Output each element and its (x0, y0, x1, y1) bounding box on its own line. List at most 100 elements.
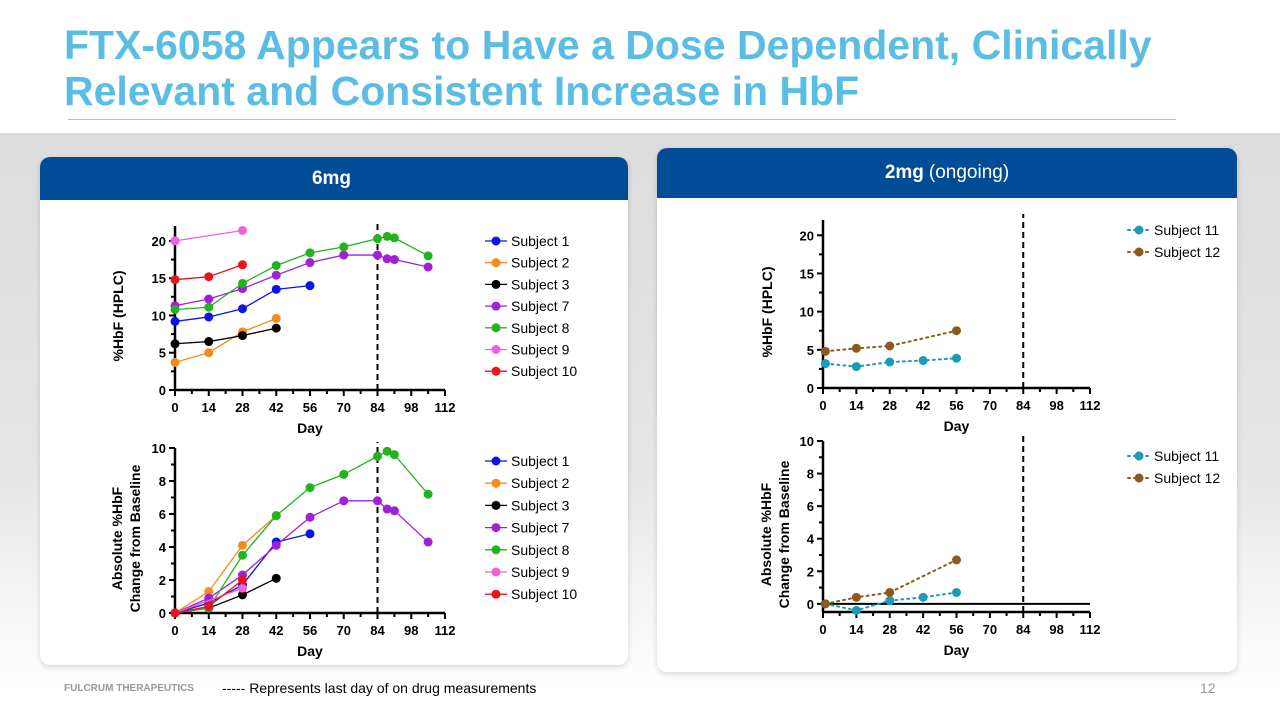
data-point (373, 250, 382, 260)
legend-label: Subject 9 (511, 342, 570, 358)
x-tick-label: 42 (916, 622, 930, 637)
x-tick-label: 56 (949, 622, 963, 637)
data-point (170, 275, 180, 285)
panel-2mg-title: 2mg (884, 162, 924, 183)
x-tick-label: 98 (1049, 622, 1063, 637)
x-tick-label: 112 (435, 400, 456, 415)
x-tick-label: 14 (202, 400, 217, 415)
data-point (238, 575, 247, 585)
x-tick-label: 42 (269, 623, 283, 638)
x-tick-label: 0 (819, 398, 826, 413)
legend-item: Subject 10 (485, 586, 577, 602)
y-axis-label: %HbF (HPLC) (759, 267, 775, 358)
data-point (373, 234, 382, 244)
legend-marker (491, 258, 501, 268)
x-tick-label: 70 (337, 623, 351, 638)
series-subject-7 (170, 496, 433, 618)
legend-item: Subject 9 (485, 564, 570, 580)
legend-marker (491, 478, 501, 488)
legend-item: Subject 12 (1127, 470, 1220, 486)
page-number: 12 (1200, 680, 1216, 696)
legend-marker (491, 523, 501, 533)
data-point (204, 587, 214, 597)
company-brand: FULCRUM THERAPEUTICS (64, 683, 194, 694)
series-subject-2 (170, 313, 281, 367)
series-line (174, 587, 243, 614)
legend-marker (491, 500, 501, 510)
y-tick-label: 10 (800, 434, 814, 449)
chart-0: 0 14 28 42 56 70 84 98 112 0 5 10 15 20 Day %HbF (HPLC)… (110, 220, 577, 436)
y-tick-label: 2 (159, 573, 166, 588)
data-point (271, 573, 281, 583)
data-point (389, 233, 399, 243)
series-line (824, 329, 958, 353)
data-point (305, 529, 315, 539)
data-point (271, 270, 281, 280)
data-point (851, 362, 861, 372)
chart-3: 0 14 28 42 56 70 84 98 112 0 2 4 6 8 10 Day Absolute %Hb… (758, 434, 1220, 658)
y-tick-label: 0 (807, 597, 814, 612)
series-subject-1 (170, 281, 315, 326)
data-point (885, 341, 895, 351)
x-tick-label: 84 (1016, 622, 1031, 637)
data-point (382, 446, 392, 456)
legend-item: Subject 11 (1127, 448, 1219, 464)
panel-6mg-header: 6mg (40, 157, 628, 200)
legend-label: Subject 8 (511, 542, 570, 558)
data-point (271, 261, 281, 271)
data-point (373, 451, 382, 461)
data-point (339, 242, 349, 252)
legend-label: Subject 10 (511, 586, 577, 602)
x-tick-label: 42 (916, 398, 930, 413)
y-tick-label: 10 (152, 308, 166, 323)
data-point (305, 512, 315, 522)
x-axis-label: Day (944, 418, 970, 434)
chart-1: 0 14 28 42 56 70 84 98 112 0 2 4 6 8 10 Day Absolute %Hb… (109, 441, 577, 659)
data-point (423, 251, 433, 261)
data-point (885, 596, 895, 606)
y-tick-label: 8 (159, 474, 166, 489)
x-tick-label: 112 (1080, 622, 1101, 637)
y-axis-label: Absolute %HbF (758, 482, 774, 586)
y-tick-label: 5 (807, 343, 814, 358)
x-tick-label: 14 (202, 623, 217, 638)
data-point (271, 284, 281, 294)
data-point (389, 255, 399, 265)
data-point (238, 590, 247, 600)
x-tick-label: 56 (303, 623, 317, 638)
y-tick-label: 20 (800, 228, 814, 243)
data-point (238, 331, 247, 341)
data-point (339, 469, 349, 479)
data-point (204, 294, 214, 304)
x-tick-label: 28 (883, 398, 897, 413)
data-point (271, 511, 281, 521)
legend-item: Subject 9 (485, 342, 570, 358)
data-point (423, 537, 433, 547)
data-point (238, 260, 247, 270)
series-line (174, 515, 277, 614)
legend-marker (491, 236, 501, 246)
x-tick-label: 112 (435, 623, 456, 638)
data-point (305, 248, 315, 258)
series-line (174, 450, 429, 614)
series-line (174, 327, 277, 345)
data-point (238, 540, 247, 550)
legend-item: Subject 3 (485, 497, 570, 513)
legend-marker (1134, 225, 1144, 235)
data-point (238, 583, 247, 593)
data-point (918, 592, 928, 602)
x-tick-label: 84 (1016, 398, 1031, 413)
legend-marker (491, 456, 501, 466)
legend-marker (491, 567, 501, 577)
data-point (885, 357, 895, 367)
series-subject-8 (170, 231, 433, 314)
legend-item: Subject 2 (485, 255, 570, 271)
data-point (820, 599, 830, 609)
y-axis-label: Change from Baseline (776, 460, 792, 608)
data-point (170, 316, 180, 326)
y-axis-label: %HbF (HPLC) (110, 271, 126, 362)
legend-item: Subject 3 (485, 276, 570, 292)
footnote: ----- Represents last day of on drug mea… (222, 680, 537, 696)
legend-marker (491, 366, 501, 376)
